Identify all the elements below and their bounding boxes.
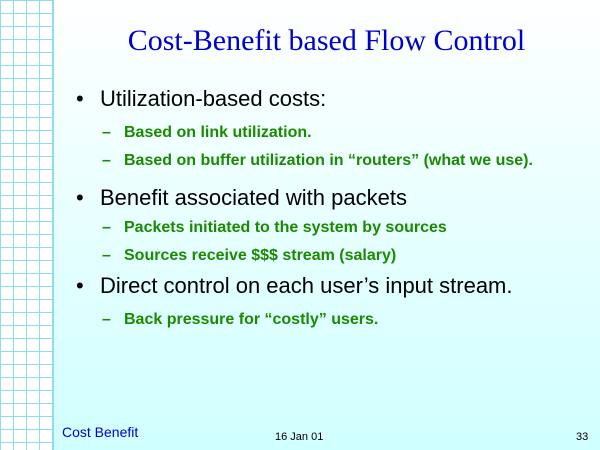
footer-date: 16 Jan 01 [275,431,324,443]
dash-icon: – [102,219,111,236]
bullet-item: • Benefit associated with packets [76,185,586,211]
bullet-item: • Utilization-based costs: [76,86,586,112]
sub-bullet-item: – Sources receive $$$ stream (salary) [76,245,586,266]
sub-bullet-text: Based on link utilization. [124,124,312,141]
sub-bullet-text: Sources receive $$$ stream (salary) [124,247,397,264]
sub-bullet-text: Packets initiated to the system by sourc… [124,219,447,236]
page-number: 33 [576,431,589,443]
sub-bullet-text: Back pressure for “costly” users. [124,311,379,328]
dash-icon: – [102,124,111,141]
bullet-text: Direct control on each user’s input stre… [100,273,513,298]
footer-title: Cost Benefit [62,424,139,440]
sub-bullet-item: – Based on link utilization. [76,122,586,143]
dash-icon: – [102,247,111,264]
bullet-text: Benefit associated with packets [100,185,407,210]
sub-bullet-item: – Based on buffer utilization in “router… [76,150,586,171]
sub-bullet-item: – Packets initiated to the system by sou… [76,217,586,238]
decorative-grid [0,0,54,450]
slide-title: Cost-Benefit based Flow Control [127,24,526,57]
bullet-icon: • [76,86,84,111]
dash-icon: – [102,152,111,169]
sub-bullet-text: Based on buffer utilization in “routers”… [124,152,533,169]
dash-icon: – [102,311,111,328]
bullet-icon: • [76,273,84,298]
slide-content: • Utilization-based costs: – Based on li… [76,86,586,330]
bullet-icon: • [76,185,84,210]
bullet-item: • Direct control on each user’s input st… [76,273,586,299]
bullet-text: Utilization-based costs: [100,86,327,111]
sub-bullet-item: – Back pressure for “costly” users. [76,309,586,330]
